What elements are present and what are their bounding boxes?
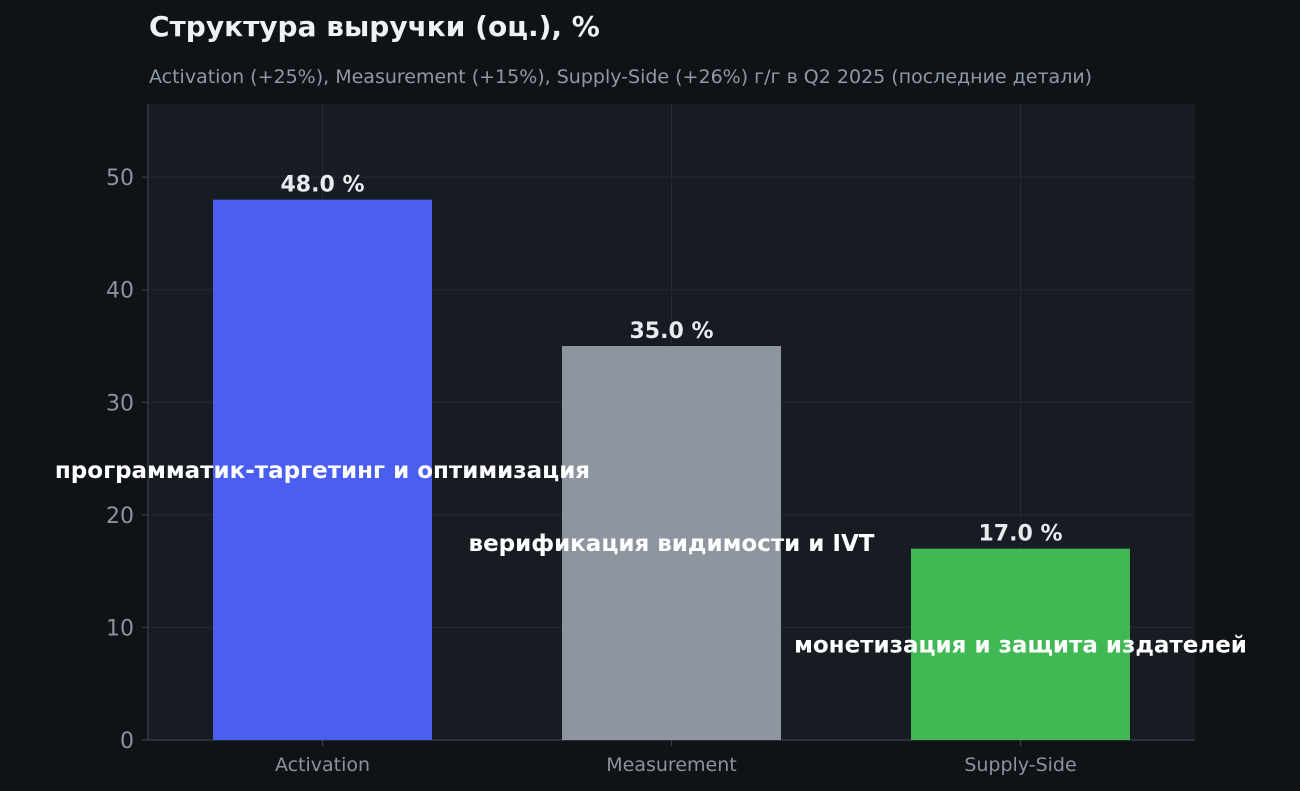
y-tick-label: 30	[106, 391, 134, 416]
chart-subtitle: Activation (+25%), Measurement (+15%), S…	[149, 66, 1093, 88]
bar-value-label: 17.0 %	[979, 522, 1063, 547]
x-tick-label: Measurement	[606, 754, 736, 776]
bar-measurement[interactable]	[562, 346, 781, 740]
y-tick-label: 10	[106, 616, 134, 641]
bar-annotation: верификация видимости и IVT	[469, 531, 875, 557]
bar-value-label: 48.0 %	[281, 173, 365, 198]
y-tick-label: 20	[106, 504, 134, 529]
y-tick-label: 50	[106, 166, 134, 191]
chart-title: Структура выручки (оц.), %	[149, 10, 600, 43]
y-tick-label: 0	[120, 729, 134, 754]
x-tick-label: Supply-Side	[964, 754, 1076, 776]
bar-activation[interactable]	[213, 199, 432, 741]
x-tick-label: Activation	[275, 754, 370, 776]
y-tick-label: 40	[106, 279, 134, 304]
bar-annotation: программатик-таргетинг и оптимизация	[55, 458, 590, 484]
bar-supply-side[interactable]	[911, 548, 1130, 740]
bar-annotation: монетизация и защита издателей	[794, 632, 1247, 658]
bar-value-label: 35.0 %	[630, 319, 714, 344]
